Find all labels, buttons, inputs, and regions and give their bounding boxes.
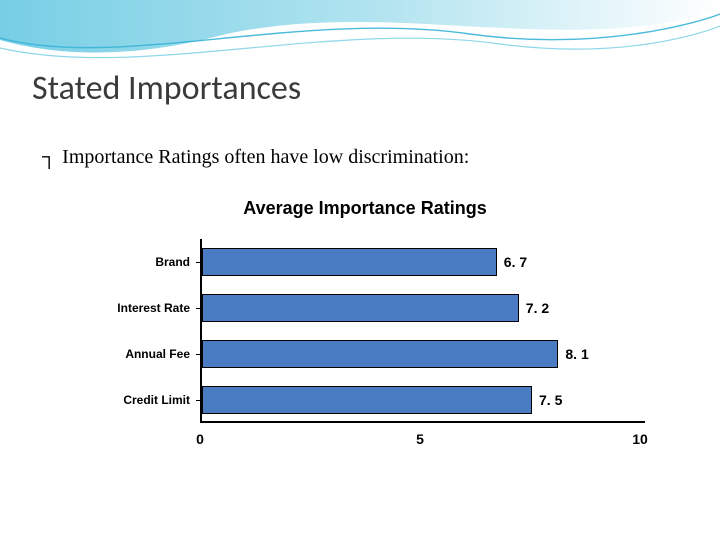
slide-title: Stated Importances [32,68,301,109]
plot-region: 6. 7 7. 2 8. 1 7. 5 [200,239,645,423]
bullet-glyph: ┐ [42,146,56,169]
chart-plot-area: BrandInterest RateAnnual FeeCredit Limit… [85,239,645,423]
bar-row: 7. 2 [202,285,645,331]
bar: 7. 5 [202,386,532,414]
y-axis-label: Brand [85,239,200,285]
bar-row: 6. 7 [202,239,645,285]
x-axis: 0510 [200,423,640,424]
y-axis-labels: BrandInterest RateAnnual FeeCredit Limit [85,239,200,423]
bullet-text: Importance Ratings often have low discri… [62,146,469,169]
bar: 8. 1 [202,340,558,368]
bar-row: 7. 5 [202,377,645,423]
y-axis-label: Interest Rate [85,285,200,331]
x-tick-label: 5 [416,431,424,447]
bar-value-label: 6. 7 [504,254,527,270]
chart-title: Average Importance Ratings [85,198,645,219]
y-axis-label: Credit Limit [85,377,200,423]
bar: 6. 7 [202,248,497,276]
y-axis-label: Annual Fee [85,331,200,377]
bar-value-label: 7. 5 [539,392,562,408]
x-tick-label: 0 [196,431,204,447]
x-tick-label: 10 [632,431,648,447]
bar-value-label: 8. 1 [565,346,588,362]
importance-chart: Average Importance Ratings BrandInterest… [85,198,645,424]
bar: 7. 2 [202,294,519,322]
bar-row: 8. 1 [202,331,645,377]
bar-value-label: 7. 2 [526,300,549,316]
bullet-item: ┐ Importance Ratings often have low disc… [42,146,469,169]
